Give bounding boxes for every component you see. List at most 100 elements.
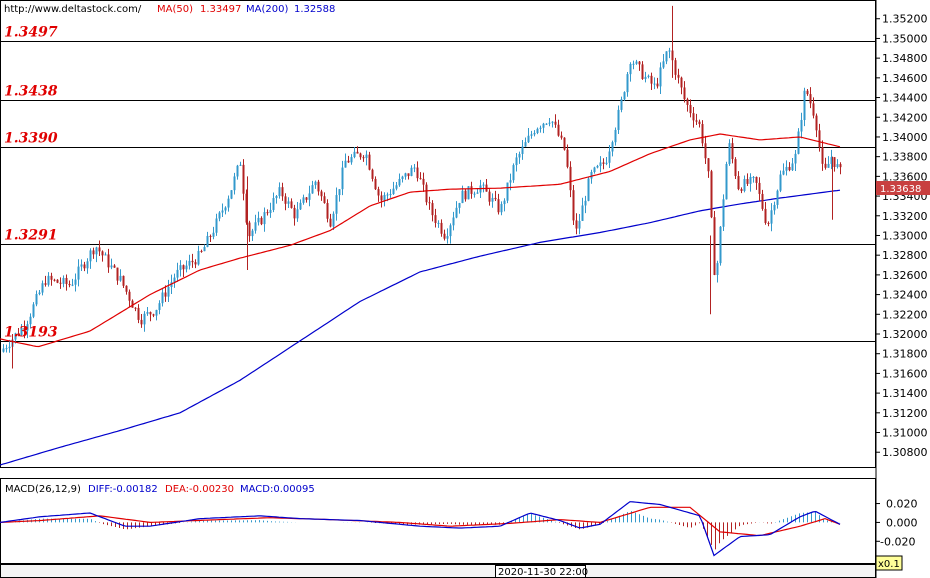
- ma200-label: MA(200): [246, 4, 288, 15]
- candle-body: [155, 309, 158, 316]
- candle-body: [116, 267, 119, 281]
- candle-body: [131, 300, 134, 308]
- candle-body: [230, 190, 233, 199]
- macd-tick-label: -0.020: [880, 535, 915, 548]
- candle-body: [194, 262, 197, 265]
- candle-body: [266, 212, 269, 214]
- candle-body: [212, 232, 215, 237]
- candle-body: [725, 164, 728, 200]
- candle-body: [350, 157, 353, 163]
- candle-body: [380, 195, 383, 201]
- candle-body: [812, 103, 815, 116]
- price-tick-label: 1.31800: [882, 348, 928, 361]
- date-marker: 2020-11-30 22:00: [498, 567, 588, 578]
- candle-body: [596, 165, 599, 168]
- candle-body: [668, 50, 671, 52]
- macd-dea-label: DEA:-0.00230: [165, 484, 234, 495]
- candle-body: [434, 215, 437, 223]
- candle-body: [809, 94, 812, 104]
- price-tick-label: 1.32400: [882, 289, 928, 302]
- ma200-line: [0, 189, 841, 466]
- macd-label: MACD(26,12,9): [5, 484, 81, 495]
- candle-body: [638, 61, 641, 65]
- candle-body: [113, 265, 116, 268]
- candle-body: [317, 181, 320, 192]
- candle-body: [50, 275, 53, 280]
- candle-body: [770, 210, 773, 224]
- candle-body: [836, 164, 839, 168]
- candle-body: [221, 210, 224, 213]
- candle-body: [41, 283, 44, 293]
- candle-body: [284, 196, 287, 204]
- candle-body: [161, 292, 164, 304]
- candle-body: [749, 176, 752, 184]
- price-tick-label: 1.33200: [882, 210, 928, 223]
- candle-body: [365, 154, 368, 158]
- candle-body: [149, 312, 152, 315]
- candle-body: [14, 333, 17, 340]
- candle-body: [290, 201, 293, 208]
- candle-body: [779, 174, 782, 191]
- candle-body: [551, 121, 554, 123]
- zoom-label[interactable]: x0.1: [878, 559, 900, 570]
- candle-body: [497, 199, 500, 213]
- candle-body: [659, 67, 662, 87]
- candle-body: [101, 251, 104, 256]
- candle-body: [257, 217, 260, 223]
- candle-body: [323, 196, 326, 204]
- candle-body: [137, 307, 140, 320]
- candle-body: [392, 188, 395, 195]
- candle-body: [782, 170, 785, 175]
- candle-body: [542, 123, 545, 128]
- candle-body: [362, 157, 365, 159]
- candle-body: [20, 327, 23, 336]
- candle-body: [575, 220, 578, 229]
- candle-body: [341, 167, 344, 190]
- candle-body: [581, 205, 584, 221]
- last-price-value: 1.33638: [880, 184, 921, 195]
- candle-body: [296, 209, 299, 219]
- candle-body: [494, 197, 497, 200]
- candle-body: [254, 222, 257, 231]
- price-tick-label: 1.33800: [882, 151, 928, 164]
- candle-body: [503, 200, 506, 205]
- candle-body: [509, 180, 512, 183]
- candle-body: [701, 124, 704, 144]
- candle-body: [620, 99, 623, 110]
- candle-body: [458, 203, 461, 208]
- zoom-button[interactable]: [875, 555, 903, 571]
- candle-body: [461, 190, 464, 204]
- candle-body: [830, 157, 833, 164]
- price-tick-label: 1.34800: [882, 52, 928, 65]
- candle-body: [38, 292, 41, 295]
- last-price-tag: [876, 181, 930, 195]
- candle-body: [464, 190, 467, 200]
- candle-body: [86, 261, 89, 269]
- candle-body: [29, 316, 32, 325]
- candle-body: [677, 74, 680, 78]
- candle-body: [107, 254, 110, 268]
- candle-body: [824, 163, 827, 168]
- candle-body: [473, 193, 476, 195]
- source-url[interactable]: http://www.deltastock.com/: [4, 4, 142, 15]
- candle-body: [548, 122, 551, 124]
- candle-body: [335, 195, 338, 214]
- candle-body: [332, 213, 335, 227]
- candle-body: [428, 202, 431, 204]
- candle-body: [17, 333, 20, 336]
- candle-body: [515, 157, 518, 166]
- candle-body: [635, 61, 638, 64]
- price-tick-label: 1.30800: [882, 446, 928, 459]
- candle-body: [803, 90, 806, 120]
- candle-body: [227, 198, 230, 208]
- candle-body: [590, 172, 593, 179]
- candle-body: [263, 212, 266, 225]
- price-tick-label: 1.33000: [882, 229, 928, 242]
- candle-body: [23, 327, 26, 331]
- candle-body: [404, 173, 407, 177]
- candle-body: [536, 128, 539, 133]
- candle-body: [788, 166, 791, 171]
- candle-body: [488, 191, 491, 202]
- macd-tick-label: 0.000: [886, 516, 918, 529]
